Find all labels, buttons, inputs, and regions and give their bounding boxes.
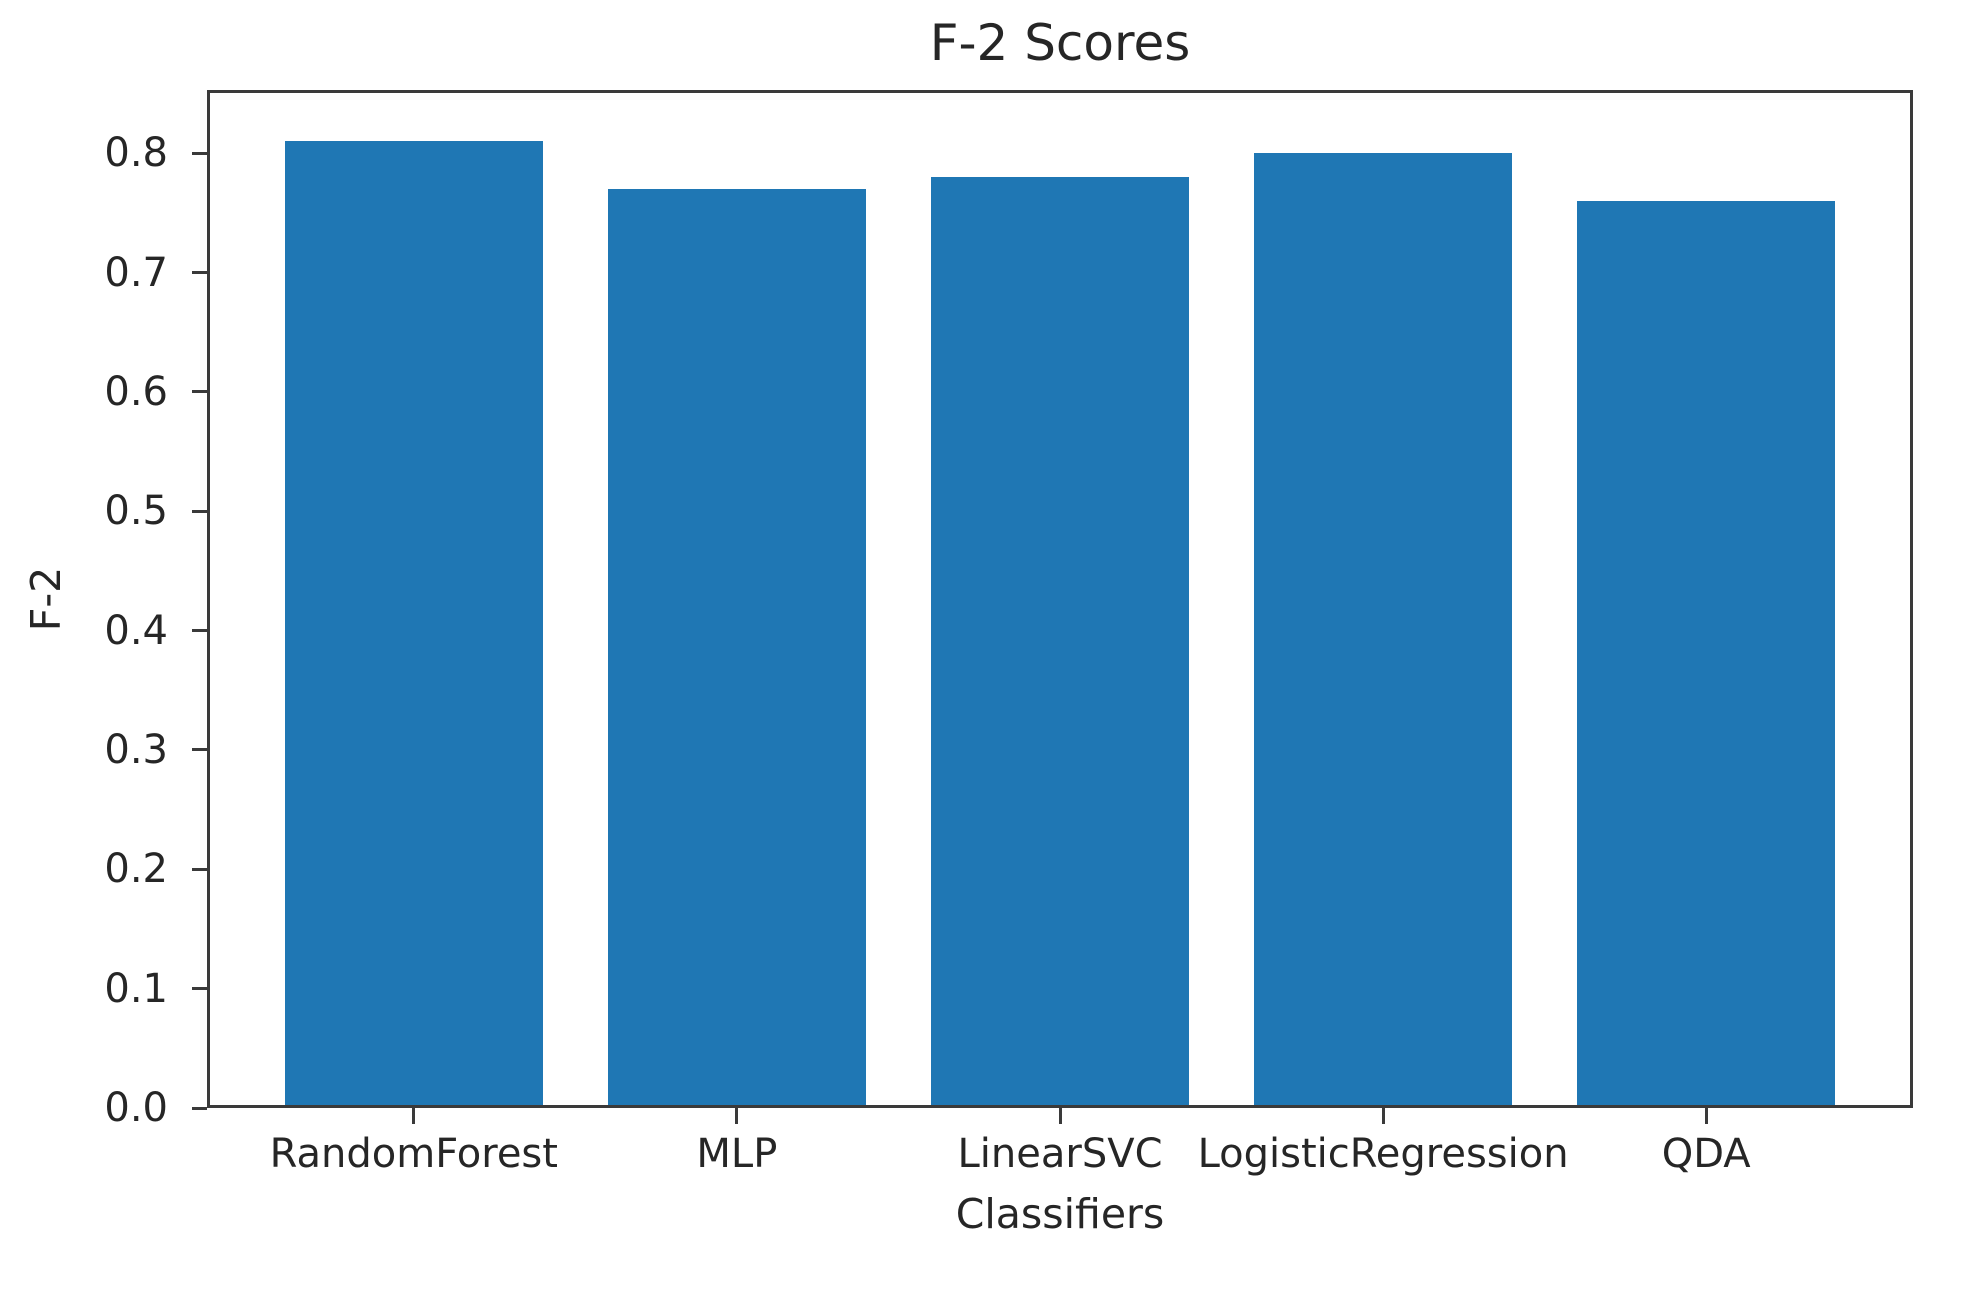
y-tick-label: 0.0	[104, 1085, 168, 1131]
x-tick-mark	[1381, 1108, 1385, 1124]
bar-randomforest	[284, 141, 544, 1108]
y-tick-mark	[192, 748, 207, 752]
chart-title: F-2 Scores	[929, 14, 1191, 72]
y-tick-label: 0.1	[104, 965, 168, 1012]
y-tick-label: 0.7	[104, 249, 168, 296]
x-tick-mark	[1058, 1108, 1062, 1124]
y-tick-mark	[192, 1106, 207, 1110]
y-tick-label: 0.8	[104, 130, 168, 177]
bar-linearsvc	[930, 177, 1190, 1108]
y-tick-mark	[192, 271, 207, 275]
y-tick-label: 0.6	[104, 368, 168, 415]
x-tick-mark	[412, 1108, 416, 1124]
x-axis-label: Classifiers	[955, 1190, 1165, 1238]
y-tick-label: 0.5	[104, 488, 168, 535]
y-tick-mark	[192, 987, 207, 991]
y-tick-mark	[192, 151, 207, 155]
bar-qda	[1576, 201, 1836, 1108]
y-tick-label: 0.3	[104, 726, 168, 773]
x-tick-label: QDA	[1661, 1131, 1751, 1177]
x-tick-label: RandomForest	[269, 1131, 558, 1177]
y-tick-mark	[192, 509, 207, 513]
y-tick-label: 0.4	[104, 607, 168, 654]
y-tick-mark	[192, 390, 207, 394]
y-tick-mark	[192, 867, 207, 871]
x-tick-label: LinearSVC	[957, 1131, 1163, 1177]
x-tick-label: LogisticRegression	[1197, 1131, 1569, 1177]
plot-area	[207, 90, 1913, 1108]
x-tick-mark	[1704, 1108, 1708, 1124]
x-tick-mark	[735, 1108, 739, 1124]
y-tick-label: 0.2	[104, 846, 168, 893]
x-tick-label: MLP	[696, 1131, 778, 1177]
bar-logisticregression	[1253, 153, 1513, 1108]
bar-mlp	[607, 189, 867, 1108]
y-tick-mark	[192, 629, 207, 633]
